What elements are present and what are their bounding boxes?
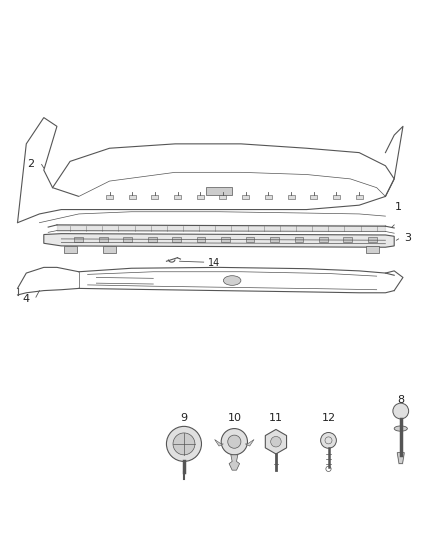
Text: 4: 4 bbox=[23, 294, 30, 304]
Bar bbox=[242, 195, 249, 199]
Bar bbox=[265, 195, 272, 199]
Bar bbox=[99, 237, 108, 243]
Bar bbox=[219, 195, 226, 199]
Circle shape bbox=[321, 432, 336, 448]
Bar bbox=[333, 195, 340, 199]
Bar bbox=[64, 246, 77, 253]
Polygon shape bbox=[229, 455, 240, 470]
Circle shape bbox=[166, 426, 201, 462]
Text: 8: 8 bbox=[397, 395, 404, 405]
Text: 9: 9 bbox=[180, 413, 187, 423]
Bar bbox=[106, 195, 113, 199]
Bar bbox=[124, 237, 132, 243]
Bar bbox=[148, 237, 157, 243]
Text: 1: 1 bbox=[395, 203, 402, 212]
Text: 10: 10 bbox=[227, 413, 241, 423]
Bar bbox=[197, 237, 205, 243]
Bar bbox=[319, 237, 328, 243]
Circle shape bbox=[173, 433, 195, 455]
Bar bbox=[129, 195, 136, 199]
Bar bbox=[270, 237, 279, 243]
Bar bbox=[221, 237, 230, 243]
Polygon shape bbox=[397, 453, 404, 464]
Bar bbox=[366, 246, 379, 253]
Bar bbox=[152, 195, 159, 199]
Bar bbox=[310, 195, 317, 199]
Polygon shape bbox=[245, 440, 254, 446]
Bar bbox=[368, 237, 377, 243]
Polygon shape bbox=[215, 440, 223, 446]
Bar bbox=[246, 237, 254, 243]
Bar bbox=[288, 195, 295, 199]
Bar bbox=[172, 237, 181, 243]
Circle shape bbox=[221, 429, 247, 455]
Ellipse shape bbox=[394, 426, 407, 431]
Bar bbox=[206, 187, 232, 195]
Ellipse shape bbox=[223, 276, 241, 285]
Text: 3: 3 bbox=[404, 233, 411, 243]
Bar bbox=[103, 246, 116, 253]
Bar bbox=[174, 195, 181, 199]
Bar bbox=[294, 237, 303, 243]
Circle shape bbox=[228, 435, 241, 448]
Text: 2: 2 bbox=[27, 159, 34, 168]
Text: 12: 12 bbox=[321, 413, 336, 423]
Polygon shape bbox=[265, 430, 286, 454]
Circle shape bbox=[271, 437, 281, 447]
Polygon shape bbox=[397, 453, 404, 464]
Bar bbox=[343, 237, 352, 243]
Circle shape bbox=[393, 403, 409, 419]
Bar bbox=[74, 237, 83, 243]
Bar bbox=[356, 195, 363, 199]
Text: 11: 11 bbox=[269, 413, 283, 423]
Bar bbox=[197, 195, 204, 199]
Text: 14: 14 bbox=[208, 258, 220, 268]
Polygon shape bbox=[44, 233, 394, 247]
